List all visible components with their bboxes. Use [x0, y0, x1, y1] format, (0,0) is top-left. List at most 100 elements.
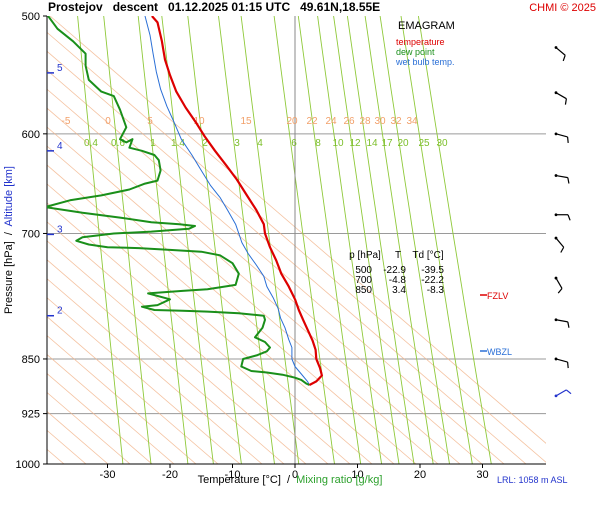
- wind-barb-dot: [554, 357, 558, 361]
- mixing-ratio-label: 0.6: [111, 138, 125, 149]
- x-tick-label: -30: [100, 469, 116, 481]
- wind-barb-feather: [562, 55, 566, 62]
- mixing-ratio-line: [400, 16, 473, 464]
- wind-barb-staff: [555, 237, 565, 248]
- mixing-ratio-line: [333, 16, 400, 464]
- altitude-ticks: 5 4 3 2: [47, 63, 63, 317]
- wind-barb-dot: [554, 276, 558, 280]
- x-axis-title: Temperature [°C] / Mixing ratio [g/kg]: [198, 474, 383, 486]
- table-header-p: p [hPa]: [349, 250, 381, 261]
- mixing-ratio-line: [103, 16, 152, 464]
- wind-barb-dot: [554, 46, 558, 49]
- y-tick-label: 600: [22, 129, 40, 141]
- table-cell: 700: [355, 275, 372, 286]
- wind-barb-staff: [555, 174, 568, 179]
- mixing-ratio-label: 25: [418, 138, 430, 149]
- wind-barb-feather: [566, 136, 569, 143]
- theta-e-line: [47, 69, 505, 464]
- theta-e-line: [47, 107, 461, 464]
- mixing-ratio-lines: [77, 16, 492, 464]
- y-tick-label: 1000: [16, 459, 40, 471]
- altitude-tick-label: 2: [57, 306, 63, 317]
- wind-barb-feather: [566, 389, 572, 395]
- x-tick-labels: -30 -20 -10 0 10 20 30: [100, 464, 489, 481]
- wind-barb-staff: [555, 277, 563, 289]
- mixing-ratio-label: 6: [291, 138, 297, 149]
- theta-e-label: 32: [390, 116, 402, 127]
- theta-e-line: [47, 278, 263, 464]
- x-tick-label: 0: [292, 469, 298, 481]
- mixing-ratio-labels: 0.4 0.6 1 1.4 2 3 4 6 8 10 12 14 17 20 25 30: [84, 138, 448, 149]
- theta-e-line: [49, 16, 546, 444]
- theta-e-line: [47, 316, 219, 464]
- wind-barb: [554, 236, 565, 253]
- theta-e-line: [47, 145, 417, 464]
- theta-e-labels: -5 0 5 10 15 20 22 24 26 28 30 32 34: [62, 116, 418, 127]
- theta-e-line: [47, 50, 527, 464]
- mixing-ratio-label: 8: [315, 138, 321, 149]
- wind-barb-dot: [554, 174, 558, 177]
- mixing-ratio-label: 17: [381, 138, 393, 149]
- fzlv-marker: FZLV: [480, 291, 508, 301]
- mixing-ratio-label: 4: [257, 138, 263, 149]
- table-cell: -8.3: [427, 285, 445, 296]
- table-cell: 500: [355, 265, 372, 276]
- table-cell: -4.8: [389, 275, 407, 286]
- theta-e-line: [47, 240, 307, 464]
- table-header-t: T: [395, 250, 401, 261]
- wind-barb: [554, 132, 569, 143]
- wind-barb-staff: [555, 389, 567, 397]
- table-cell: 3.4: [392, 285, 406, 296]
- theta-e-label: 22: [306, 116, 318, 127]
- wind-barb: [554, 213, 571, 221]
- x-axis-title-temperature: Temperature [°C] /: [198, 474, 297, 486]
- lrl-text: LRL: 1058 m ASL: [497, 475, 568, 485]
- wind-barb-staff: [555, 133, 568, 138]
- wind-barb: [554, 389, 572, 398]
- wind-barb: [554, 357, 569, 369]
- wind-barb-dot: [554, 394, 558, 398]
- mixing-ratio-line: [417, 16, 492, 464]
- chart-title: Prostejov descent 01.12.2025 01:15 UTC 4…: [48, 0, 380, 14]
- y-tick-label: 925: [22, 409, 40, 421]
- temperature-line: [151, 16, 323, 386]
- mixing-ratio-line: [317, 16, 383, 464]
- theta-e-label: -5: [62, 116, 71, 127]
- x-tick-label: -20: [162, 469, 178, 481]
- wind-barb-dot: [554, 236, 558, 240]
- altitude-tick-label: 5: [57, 63, 63, 74]
- theta-e-label: 34: [406, 116, 418, 127]
- wind-barb-staff: [555, 319, 568, 323]
- mixing-ratio-label: 3: [234, 138, 240, 149]
- mixing-ratio-line: [161, 16, 214, 464]
- mixing-ratio-line: [218, 16, 275, 464]
- theta-e-line: [47, 354, 175, 464]
- theta-e-line: [47, 183, 373, 464]
- altitude-tick-label: 3: [57, 224, 63, 235]
- mixing-ratio-label: 30: [436, 138, 448, 149]
- x-tick-label: 20: [414, 469, 426, 481]
- theta-e-label: 5: [147, 116, 153, 127]
- theta-e-label: 0: [105, 116, 111, 127]
- mixing-ratio-label: 20: [397, 138, 409, 149]
- y-tick-label: 700: [22, 228, 40, 240]
- wind-barb-feather: [567, 214, 571, 221]
- theta-e-line: [47, 126, 439, 464]
- legend-title: EMAGRAM: [398, 20, 455, 32]
- theta-e-line: [47, 259, 285, 464]
- wind-barb: [554, 91, 567, 105]
- theta-e-line: [47, 335, 197, 464]
- wind-barb: [554, 318, 570, 328]
- wind-barb-feather: [567, 177, 570, 184]
- legend-wet-bulb: wet bulb temp.: [395, 57, 455, 67]
- wet-bulb-line: [144, 16, 310, 386]
- table-cell: 850: [355, 285, 372, 296]
- sounding-table: p [hPa] T Td [°C] 500 -22.9 -39.5 700 -4…: [349, 250, 444, 296]
- theta-e-label: 10: [193, 116, 205, 127]
- fzlv-label: FZLV: [487, 291, 508, 301]
- table-cell: -22.2: [421, 275, 444, 286]
- wind-barb-dot: [554, 213, 558, 217]
- wind-barb-feather: [566, 362, 569, 369]
